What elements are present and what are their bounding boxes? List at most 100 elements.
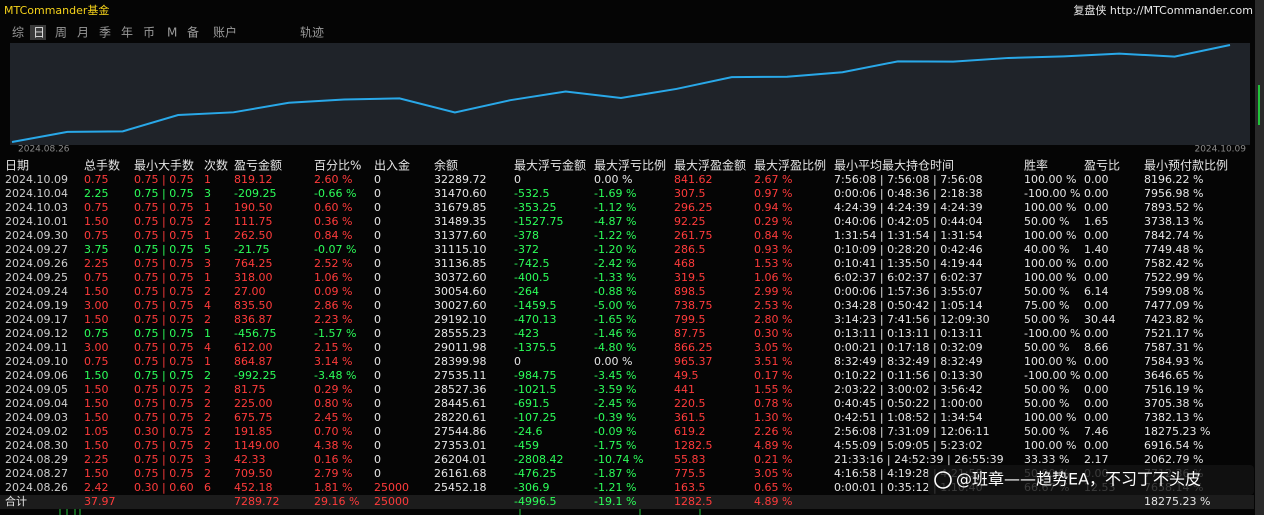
cell: 1.50: [84, 397, 109, 410]
cell: 2.17: [1084, 453, 1109, 466]
cell: 0: [374, 341, 381, 354]
cell: 1.30 %: [754, 411, 792, 424]
tab[interactable]: 币: [143, 26, 155, 40]
cell: 307.5: [674, 187, 706, 200]
cell: 31136.85: [434, 257, 487, 270]
cell: 2: [204, 425, 211, 438]
tab[interactable]: 日: [33, 26, 45, 40]
cell: 3: [204, 257, 211, 270]
tab[interactable]: 综: [12, 26, 24, 40]
cell: 100.00 %: [1024, 201, 1076, 214]
cell: 25452.18: [434, 481, 487, 494]
cell: 2.79 %: [314, 467, 352, 480]
cell: 7842.74 %: [1144, 229, 1203, 242]
cell: -4.80 %: [594, 341, 636, 354]
cell: 31115.10: [434, 243, 487, 256]
cell: 3738.13 %: [1144, 215, 1203, 228]
cell: -306.9: [514, 481, 549, 494]
cell: 2024.10.03: [5, 201, 68, 214]
cell: 2:03:22 | 3:00:02 | 3:56:42: [834, 383, 983, 396]
cell: 0: [374, 187, 381, 200]
cell: 0.75: [84, 229, 109, 242]
cell: 1: [204, 173, 211, 186]
cell: 0.00: [1084, 397, 1109, 410]
cell: 28555.23: [434, 327, 487, 340]
cell: 2.80 %: [754, 313, 792, 326]
watermark: @班章——趋势EA，不习丁不头皮: [956, 470, 1201, 489]
cell: 4.38 %: [314, 439, 352, 452]
cell: 0.75 | 0.75: [134, 453, 194, 466]
cell: 1: [204, 271, 211, 284]
cell: 191.85: [234, 425, 273, 438]
cell: 3.51 %: [754, 355, 792, 368]
tab[interactable]: 周: [55, 26, 67, 40]
cell: 2024.08.26: [5, 481, 68, 494]
cell: 0: [374, 285, 381, 298]
tab-selected-bg: [30, 25, 46, 40]
cell: 0:10:22 | 0:11:56 | 0:13:30: [834, 369, 983, 382]
cell: 4:55:09 | 5:09:05 | 5:23:02: [834, 439, 983, 452]
cell: 866.25: [674, 341, 713, 354]
cell: 0.75 | 0.75: [134, 327, 194, 340]
cell: -1.87 %: [594, 467, 636, 480]
tab[interactable]: 月: [77, 26, 89, 40]
cell: 898.5: [674, 285, 706, 298]
cell: 31470.60: [434, 187, 487, 200]
tab[interactable]: 账户: [213, 25, 237, 40]
cell: 8.66: [1084, 341, 1109, 354]
cell: 2: [204, 215, 211, 228]
cell: 0:10:41 | 1:35:50 | 4:19:44: [834, 257, 983, 270]
cell: 2.25: [84, 187, 109, 200]
cell: -691.5: [514, 397, 549, 410]
cell: 1.05: [84, 425, 109, 438]
cell: 0: [374, 243, 381, 256]
cell: 2.86 %: [314, 299, 352, 312]
cell: 4:24:39 | 4:24:39 | 4:24:39: [834, 201, 983, 214]
cell: -24.6: [514, 425, 542, 438]
cell: 8:32:49 | 8:32:49 | 8:32:49: [834, 355, 983, 368]
cell: 0.75: [84, 327, 109, 340]
cell: 0: [374, 173, 381, 186]
cell: 7516.19 %: [1144, 383, 1203, 396]
cell: 2024.09.17: [5, 313, 68, 326]
tab[interactable]: 季: [99, 26, 111, 40]
site-link[interactable]: 复盘侠 http://MTCommander.com: [1073, 3, 1253, 17]
cell: 31679.85: [434, 201, 487, 214]
cell: 3646.65 %: [1144, 369, 1203, 382]
cell: -1.22 %: [594, 229, 636, 242]
cell: 3.14 %: [314, 355, 352, 368]
cell: -264: [514, 285, 539, 298]
cell: 261.75: [674, 229, 713, 242]
total-cell: 25000: [374, 495, 409, 508]
cell: 286.5: [674, 243, 706, 256]
column-header: 最大浮盈比例: [754, 159, 826, 173]
cell: 2: [204, 397, 211, 410]
tab[interactable]: 备: [187, 26, 199, 40]
cell: 7:56:08 | 7:56:08 | 7:56:08: [834, 173, 983, 186]
tab[interactable]: 年: [121, 26, 133, 40]
cell: 1.50: [84, 439, 109, 452]
cell: 2024.08.30: [5, 439, 68, 452]
cell: 864.87: [234, 355, 273, 368]
cell: 27544.86: [434, 425, 487, 438]
cell: 0.78 %: [754, 397, 792, 410]
column-header: 出入金: [374, 158, 410, 173]
cell: 0.70 %: [314, 425, 352, 438]
tab[interactable]: 轨迹: [300, 26, 324, 40]
watermark-bg: [928, 465, 1254, 495]
cell: 0:00:21 | 0:17:18 | 0:32:09: [834, 341, 983, 354]
cell: 27.00: [234, 285, 266, 298]
cell: 0.00: [1084, 327, 1109, 340]
cell: -1.75 %: [594, 439, 636, 452]
total-row-bg: [0, 495, 1254, 509]
cell: 3.00: [84, 341, 109, 354]
column-header: 最大浮亏比例: [594, 159, 666, 173]
cell: 5: [204, 243, 211, 256]
tab[interactable]: M: [167, 26, 177, 40]
cell: 0.00 %: [594, 355, 632, 368]
cell: 1: [204, 355, 211, 368]
cell: 0.75 | 0.75: [134, 285, 194, 298]
cell: 0.60 %: [314, 201, 352, 214]
cell: 468: [674, 257, 695, 270]
cell: 7749.48 %: [1144, 243, 1203, 256]
